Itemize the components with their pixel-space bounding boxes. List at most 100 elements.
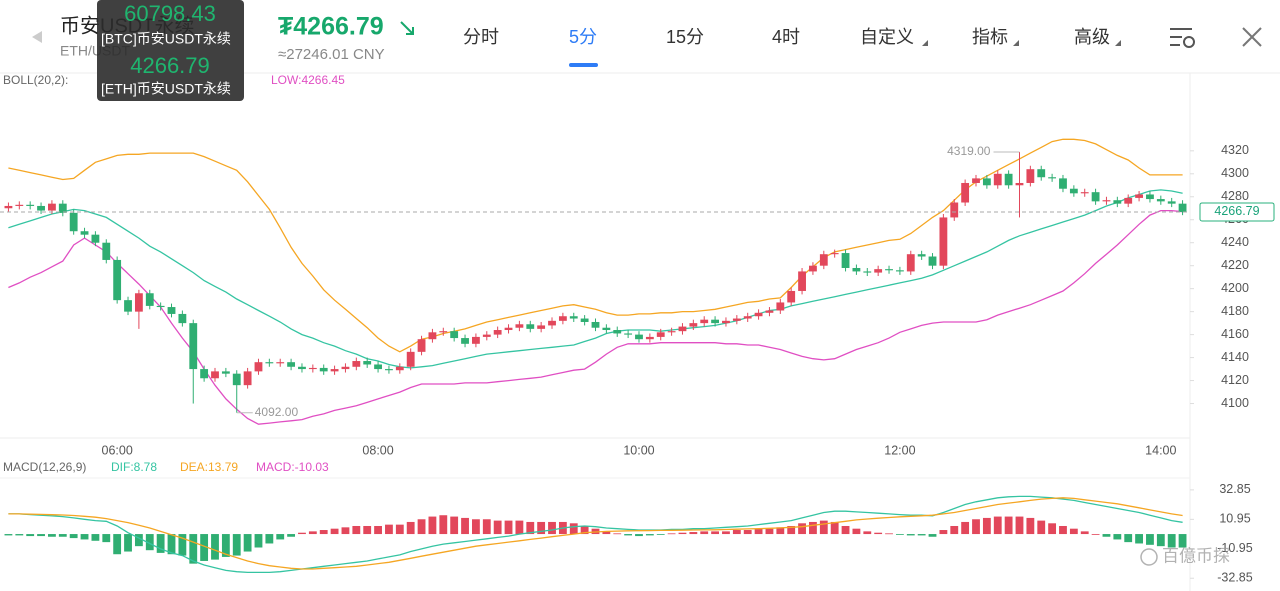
back-button[interactable] — [32, 31, 42, 43]
macd-bar — [439, 515, 448, 535]
y-tick-label: 4280 — [1221, 189, 1249, 203]
candle-body — [1178, 203, 1187, 212]
tab[interactable]: 指标 — [972, 27, 1008, 47]
tooltip-value: 60798.43 — [124, 1, 216, 26]
macd-bar — [1156, 534, 1165, 547]
tab[interactable]: 自定义 — [860, 27, 914, 47]
x-tick-label: 12:00 — [884, 443, 915, 457]
candle-body — [254, 362, 263, 372]
legend-entry: DEA:13.79 — [180, 460, 238, 474]
macd-bar — [211, 534, 219, 560]
tab-active[interactable]: 5分 — [569, 27, 597, 47]
candle-body — [515, 324, 524, 328]
candle-body — [722, 320, 730, 324]
macd-bar — [363, 525, 372, 535]
macd-bar — [765, 528, 774, 535]
candle-body — [906, 254, 915, 272]
candle-body — [961, 182, 970, 203]
candle-body — [461, 338, 469, 344]
candle-body — [1146, 194, 1154, 200]
candle-body — [972, 178, 980, 183]
candle-body — [37, 205, 45, 211]
macd-bar — [711, 531, 720, 535]
candle-body — [482, 334, 491, 337]
candle-body — [982, 178, 991, 186]
settings-icon[interactable] — [1170, 28, 1195, 48]
candle-body — [102, 242, 111, 260]
macd-bar — [504, 520, 513, 535]
y-tick-label: 10.95 — [1219, 512, 1250, 526]
y-tick-label: 4180 — [1221, 304, 1249, 318]
macd-bar — [885, 533, 893, 535]
y-tick-label: 4160 — [1221, 327, 1249, 341]
candle-body — [874, 269, 883, 273]
candle-body — [689, 323, 698, 327]
candle-body — [406, 351, 415, 367]
macd-bar — [15, 534, 24, 536]
macd-bar — [26, 534, 35, 537]
macd-bar — [1037, 520, 1046, 535]
tab[interactable]: 分时 — [463, 27, 499, 47]
candle-body — [221, 371, 230, 374]
macd-bar — [1026, 517, 1035, 535]
annotation: 4092.00 — [255, 405, 299, 419]
macd-bar — [91, 534, 100, 541]
close-button[interactable] — [1242, 27, 1262, 47]
candle-body — [243, 371, 252, 386]
candle-body — [189, 323, 198, 370]
macd-bar — [1102, 534, 1111, 537]
macd-bar — [548, 521, 556, 535]
macd-bar — [406, 521, 415, 535]
macd-bar — [743, 530, 752, 535]
macd-bar — [624, 534, 633, 536]
macd-bar — [145, 534, 154, 551]
tab[interactable]: 15分 — [666, 27, 704, 47]
candle-body — [526, 324, 535, 329]
y-tick-label: 4100 — [1221, 396, 1249, 410]
y-tick-label: 4320 — [1221, 143, 1249, 157]
macd-bar — [1048, 523, 1057, 535]
macd-bar — [645, 534, 654, 536]
macd-bar — [689, 532, 698, 535]
macd-bar — [1080, 531, 1089, 535]
candle-body — [645, 336, 654, 340]
candle-body — [1113, 200, 1122, 204]
macd-bar — [1059, 525, 1067, 535]
macd-bar — [471, 519, 480, 535]
tab[interactable]: 4时 — [772, 27, 800, 47]
candle-body — [580, 318, 589, 322]
candle-body — [1156, 199, 1165, 202]
macd-bar — [678, 532, 687, 535]
macd-bar — [700, 531, 709, 535]
candle-body — [58, 203, 67, 213]
tooltip-name: [ETH]币安USDT永续 — [101, 81, 231, 97]
macd-bar — [232, 534, 241, 556]
candle-body — [69, 212, 78, 232]
candle-body — [798, 271, 806, 291]
macd-bar — [1167, 534, 1176, 548]
candle-body — [15, 204, 24, 206]
candle-body — [841, 253, 850, 268]
macd-bar — [243, 534, 252, 552]
candle-body — [1124, 197, 1133, 204]
candle-body — [700, 319, 709, 324]
tab-underline — [569, 63, 598, 67]
candle-body — [156, 305, 165, 308]
macd-bar — [1113, 534, 1122, 540]
candle-body — [385, 369, 393, 371]
macd-bar — [450, 516, 459, 535]
macd-bar — [265, 534, 274, 544]
macd-bar — [863, 531, 872, 535]
candle-body — [471, 336, 480, 344]
candle-body — [167, 307, 176, 314]
tab[interactable]: 高级 — [1074, 27, 1110, 47]
macd-bar — [667, 533, 676, 535]
annotation: 4319.00 — [947, 144, 991, 158]
candle-body — [678, 326, 687, 332]
candle-body — [450, 331, 459, 339]
candle-body — [819, 254, 828, 266]
candle-body — [776, 302, 785, 311]
candle-body — [395, 366, 404, 371]
macd-bar — [830, 521, 839, 535]
candle-body — [765, 310, 774, 313]
